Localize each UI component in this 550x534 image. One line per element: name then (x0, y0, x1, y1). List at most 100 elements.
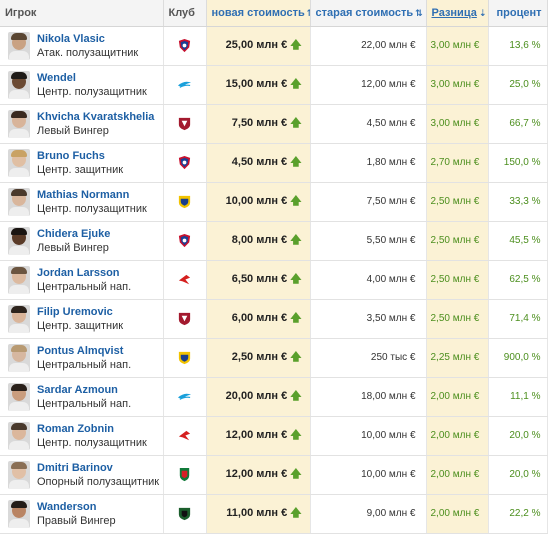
spartak-crest-icon[interactable] (177, 428, 192, 443)
column-header-percent[interactable]: процент (488, 0, 548, 27)
player-name-link[interactable]: Mathias Normann (37, 188, 130, 201)
old-value: 3,50 млн € (366, 313, 416, 324)
column-header-player[interactable]: Игрок (0, 0, 164, 27)
percent-value: 150,0 % (503, 157, 541, 168)
column-header-club[interactable]: Клуб (163, 0, 207, 27)
table-row: Roman Zobnin Центр. полузащитник 12,00 м… (0, 416, 548, 456)
old-value-cell: 250 тыс € (310, 338, 427, 378)
table-row: Bruno Fuchs Центр. защитник 4,50 млн € 🡅 … (0, 143, 548, 183)
table-row: Wendel Центр. полузащитник 15,00 млн € 🡅 … (0, 65, 548, 105)
up-arrow-icon: 🡅 (290, 156, 302, 168)
column-header-old-value[interactable]: старая стоимость ⇅ (310, 0, 427, 27)
player-name-link[interactable]: Pontus Almqvist (37, 344, 124, 357)
club-cell (163, 143, 207, 183)
player-name-link[interactable]: Sardar Azmoun (37, 383, 118, 396)
column-header-difference[interactable]: Разница ⇣ (426, 0, 489, 27)
new-value-cell: 15,00 млн € 🡅 (206, 65, 311, 105)
new-value: 6,50 млн € (231, 273, 288, 285)
percent-value: 25,0 % (509, 79, 541, 90)
new-value-cell: 20,00 млн € 🡅 (206, 377, 311, 417)
percent-value: 45,5 % (509, 235, 541, 246)
difference-value: 3,00 млн € (430, 40, 480, 51)
rostov-crest-icon[interactable] (177, 194, 192, 209)
column-header-new-value-label: новая стоимость (211, 6, 305, 19)
old-value: 9,00 млн € (366, 508, 416, 519)
zenit-crest-icon[interactable] (177, 389, 192, 404)
new-value-cell: 6,50 млн € 🡅 (206, 260, 311, 300)
player-photo (8, 460, 30, 489)
old-value-cell: 9,00 млн € (310, 494, 427, 534)
old-value: 7,50 млн € (366, 196, 416, 207)
percent-cell: 13,6 % (488, 26, 548, 66)
difference-cell: 2,50 млн € (426, 299, 489, 339)
player-photo (8, 226, 30, 255)
cska-crest-icon[interactable] (177, 38, 192, 53)
percent-cell: 66,7 % (488, 104, 548, 144)
player-name-link[interactable]: Chidera Ejuke (37, 227, 111, 240)
lokomotiv-crest-icon[interactable] (177, 467, 192, 482)
zenit-crest-icon[interactable] (177, 77, 192, 92)
up-arrow-icon: 🡅 (290, 390, 302, 402)
player-photo (8, 265, 30, 294)
rubin-crest-icon[interactable] (177, 311, 192, 326)
player-position: Центральный нап. (37, 397, 132, 410)
krasnodar-crest-icon[interactable] (177, 506, 192, 521)
difference-value: 2,70 млн € (430, 157, 480, 168)
player-photo (8, 499, 30, 528)
spartak-crest-icon[interactable] (177, 272, 192, 287)
player-photo (8, 70, 30, 99)
player-name-link[interactable]: Dmitri Barinov (37, 461, 113, 474)
club-cell (163, 416, 207, 456)
sort-icon[interactable]: ⇅ (415, 7, 423, 18)
cska-crest-icon[interactable] (177, 233, 192, 248)
percent-value: 13,6 % (509, 40, 541, 51)
player-name-link[interactable]: Jordan Larsson (37, 266, 120, 279)
up-arrow-icon: 🡅 (290, 507, 302, 519)
player-name-link[interactable]: Wanderson (37, 500, 97, 513)
percent-cell: 25,0 % (488, 65, 548, 105)
table-row: Filip Uremovic Центр. защитник 6,00 млн … (0, 299, 548, 339)
player-name-link[interactable]: Khvicha Kvaratskhelia (37, 110, 155, 123)
player-name-link[interactable]: Bruno Fuchs (37, 149, 105, 162)
column-header-new-value[interactable]: новая стоимость⇅ (206, 0, 311, 27)
difference-value: 3,00 млн € (430, 79, 480, 90)
new-value-cell: 4,50 млн € 🡅 (206, 143, 311, 183)
new-value-cell: 6,00 млн € 🡅 (206, 299, 311, 339)
player-name-link[interactable]: Filip Uremovic (37, 305, 113, 318)
old-value: 4,50 млн € (366, 118, 416, 129)
difference-value: 2,50 млн € (430, 313, 480, 324)
player-photo (8, 109, 30, 138)
new-value-cell: 2,50 млн € 🡅 (206, 338, 311, 378)
sort-icon[interactable]: ⇅ (307, 8, 309, 18)
rostov-crest-icon[interactable] (177, 350, 192, 365)
percent-value: 11,1 % (510, 391, 541, 402)
old-value-cell: 3,50 млн € (310, 299, 427, 339)
difference-cell: 3,00 млн € (426, 65, 489, 105)
player-name-link[interactable]: Wendel (37, 71, 76, 84)
player-photo (8, 31, 30, 60)
player-name-link[interactable]: Nikola Vlasic (37, 32, 105, 45)
club-cell (163, 26, 207, 66)
difference-cell: 2,00 млн € (426, 455, 489, 495)
player-cell: Pontus Almqvist Центральный нап. (0, 338, 164, 378)
old-value: 18,00 млн € (361, 391, 416, 402)
up-arrow-icon: 🡅 (290, 39, 302, 51)
column-header-club-label: Клуб (168, 6, 195, 19)
table-row: Jordan Larsson Центральный нап. 6,50 млн… (0, 260, 548, 300)
sorted-desc-icon[interactable]: ⇣ (478, 7, 487, 18)
cska-crest-icon[interactable] (177, 155, 192, 170)
club-cell (163, 104, 207, 144)
player-cell: Nikola Vlasic Атак. полузащитник (0, 26, 164, 66)
rubin-crest-icon[interactable] (177, 116, 192, 131)
table-row: Dmitri Barinov Опорный полузащитник 12,0… (0, 455, 548, 495)
new-value: 10,00 млн € (225, 195, 288, 207)
old-value-cell: 12,00 млн € (310, 65, 427, 105)
player-name-link[interactable]: Roman Zobnin (37, 422, 114, 435)
old-value: 1,80 млн € (366, 157, 416, 168)
new-value: 11,00 млн € (226, 507, 288, 519)
player-position: Центральный нап. (37, 358, 132, 371)
difference-value: 2,25 млн € (430, 352, 480, 363)
percent-cell: 20,0 % (488, 455, 548, 495)
difference-cell: 2,50 млн € (426, 260, 489, 300)
new-value: 15,00 млн € (225, 78, 288, 90)
